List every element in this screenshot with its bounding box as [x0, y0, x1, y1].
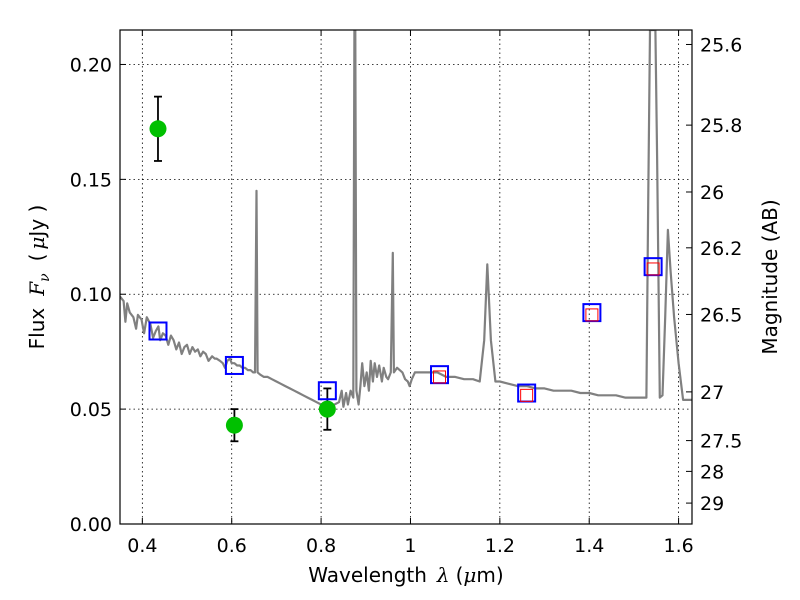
right-tick-label-2: 26	[700, 182, 724, 204]
observed-point-0	[149, 120, 167, 138]
plot-frame	[119, 29, 693, 525]
photometry-points	[148, 95, 663, 443]
right-axis-label: Magnitude (AB)	[758, 199, 782, 354]
model-square-0	[148, 321, 168, 341]
model-square-1	[224, 355, 244, 375]
axis-ticks: 0.4 0.6 0.8 1 1.2 1.4 1.6 0.00 0.05 0.10 0.15 0.20 2…	[70, 30, 742, 557]
x-tick-label-5: 1.4	[574, 535, 604, 557]
x-tick-label-2: 0.8	[306, 535, 336, 557]
right-tick-label-6: 27.5	[700, 431, 742, 453]
spectrum-series	[120, 30, 692, 411]
limit-square-3	[646, 262, 660, 276]
limit-square-2	[585, 308, 599, 322]
right-tick-label-0: 25.6	[700, 34, 742, 56]
x-tick-label-4: 1.2	[485, 535, 515, 557]
right-tick-label-1: 25.8	[700, 115, 742, 137]
y-axis-label: FluxFν(μJy )	[25, 205, 53, 350]
x-tick-label-0: 0.4	[127, 535, 157, 557]
x-tick-label-3: 1	[404, 535, 416, 557]
x-tick-label-1: 0.6	[217, 535, 247, 557]
x-axis-label: Wavelength λ (μm)	[308, 563, 503, 587]
grid-lines	[120, 30, 692, 525]
model-square-2	[317, 381, 337, 401]
right-tick-label-7: 28	[700, 461, 724, 483]
limit-square-0	[433, 370, 447, 384]
y-tick-label-3: 0.15	[70, 169, 112, 191]
observed-point-2	[318, 400, 336, 418]
y-tick-label-1: 0.05	[70, 399, 112, 421]
right-tick-label-4: 26.5	[700, 304, 742, 326]
right-tick-label-5: 27	[700, 382, 724, 404]
limit-square-1	[520, 388, 534, 402]
y-tick-label-2: 0.10	[70, 284, 112, 306]
right-tick-label-8: 29	[700, 493, 724, 515]
spectrum-line	[120, 30, 692, 411]
observed-point-1	[225, 416, 243, 434]
x-tick-label-6: 1.6	[663, 535, 693, 557]
y-tick-label-4: 0.20	[70, 54, 112, 76]
right-tick-label-3: 26.2	[700, 238, 742, 260]
y-tick-label-0: 0.00	[70, 514, 112, 536]
